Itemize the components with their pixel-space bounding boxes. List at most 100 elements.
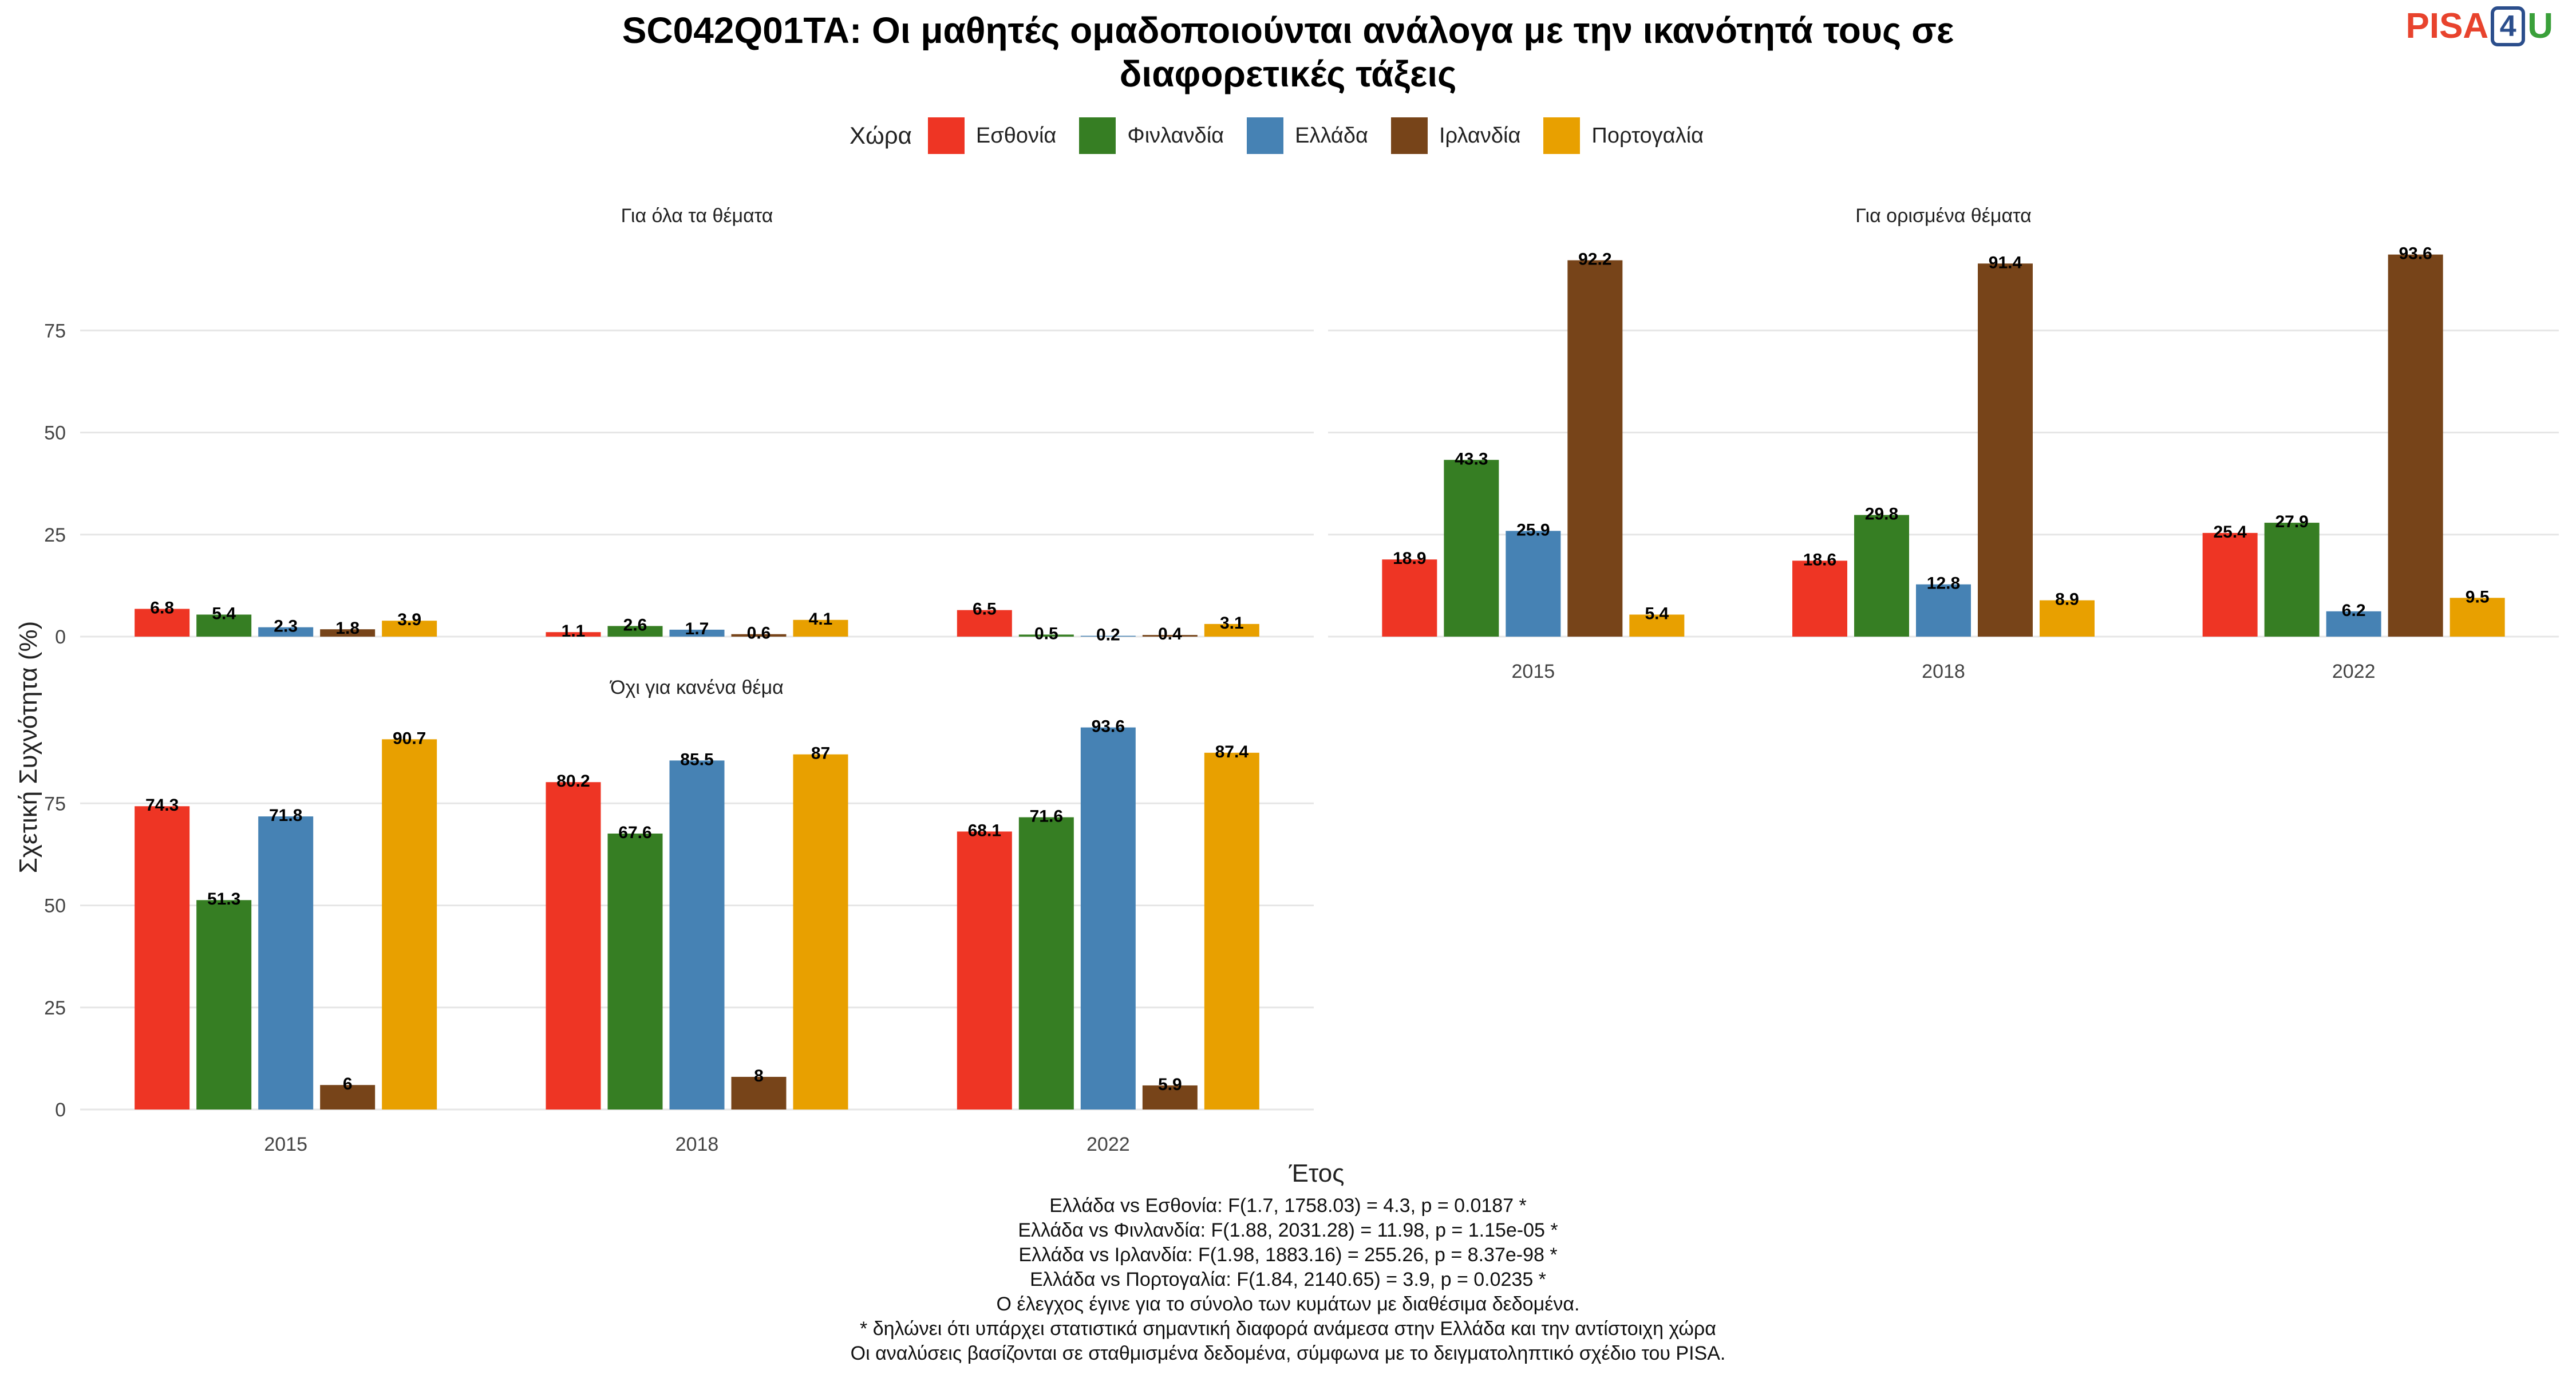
x-axis-title: Έτος	[1289, 1159, 1345, 1187]
legend-item: Ιρλανδία	[1391, 117, 1520, 154]
data-label: 43.3	[1455, 449, 1488, 468]
bar	[793, 619, 848, 637]
chart-title-line-1: SC042Q01TA: Οι μαθητές ομαδοποιούνται αν…	[622, 10, 1954, 51]
bar	[1142, 1085, 1198, 1110]
footnote-line: Ελλάδα vs Φινλανδία: F(1.88, 2031.28) = …	[1018, 1219, 1558, 1241]
data-label: 27.9	[2275, 512, 2308, 531]
bar	[1792, 560, 1847, 637]
data-label: 5.4	[1645, 604, 1669, 623]
y-axis-title: Σχετική Συχνότητα (%)	[14, 621, 42, 874]
bar	[1916, 584, 1971, 637]
data-label: 3.9	[397, 610, 421, 629]
data-label: 51.3	[207, 890, 240, 909]
footnote-line: Ελλάδα vs Ιρλανδία: F(1.98, 1883.16) = 2…	[1018, 1244, 1558, 1266]
data-label: 6	[343, 1075, 353, 1093]
legend-swatch	[1391, 117, 1428, 154]
y-tick-label: 0	[55, 626, 66, 648]
legend-item: Πορτογαλία	[1543, 117, 1704, 154]
footnote-line: Οι αναλύσεις βασίζονται σε σταθμισμένα δ…	[850, 1343, 1726, 1364]
legend-label: Ιρλανδία	[1439, 123, 1521, 148]
legend-title: Χώρα	[849, 122, 912, 149]
data-label: 8	[754, 1067, 764, 1085]
data-label: 92.2	[1578, 250, 1611, 269]
data-label: 2.3	[274, 617, 298, 636]
data-label: 0.2	[1096, 626, 1120, 645]
footnote-line: Ο έλεγχος έγινε για το σύνολο των κυμάτω…	[996, 1293, 1580, 1315]
bar	[1629, 614, 1685, 637]
y-tick-label: 50	[44, 895, 66, 917]
legend-item: Εσθονία	[927, 117, 1056, 154]
bar	[669, 760, 725, 1110]
x-tick-label: 2018	[675, 1134, 719, 1155]
data-label: 3.1	[1220, 614, 1244, 633]
legend-swatch	[927, 117, 965, 154]
data-label: 67.6	[618, 823, 651, 842]
bar	[2040, 600, 2095, 637]
legend-swatch	[1079, 117, 1116, 154]
bar	[607, 626, 663, 637]
y-tick-label: 25	[44, 997, 66, 1019]
data-label: 74.3	[145, 796, 179, 815]
bar	[382, 739, 437, 1110]
bar	[731, 1076, 787, 1110]
bar	[196, 900, 252, 1110]
data-label: 2.6	[623, 615, 647, 634]
data-label: 18.9	[1393, 549, 1426, 568]
legend-item: Ελλάδα	[1247, 117, 1368, 154]
bar	[731, 634, 787, 637]
bar	[1142, 635, 1198, 637]
bar	[1018, 634, 1074, 637]
bar	[546, 632, 601, 637]
bar	[607, 834, 663, 1110]
data-label: 29.8	[1865, 505, 1898, 524]
data-label: 4.1	[809, 610, 833, 629]
data-label: 1.1	[562, 622, 586, 641]
data-label: 80.2	[556, 772, 590, 791]
data-label: 87	[811, 744, 830, 763]
panel-title: Για ορισμένα θέματα	[1855, 205, 2031, 227]
bar	[1080, 635, 1136, 637]
bar	[135, 806, 190, 1110]
bar	[258, 627, 314, 637]
data-label: 18.6	[1803, 550, 1836, 569]
data-label: 71.8	[269, 806, 302, 825]
legend-label: Πορτογαλία	[1591, 123, 1704, 148]
logo-text-pisa: PISA	[2405, 6, 2489, 46]
bar	[1080, 727, 1136, 1110]
bar	[1567, 260, 1623, 637]
bar	[957, 831, 1012, 1110]
data-label: 5.4	[212, 604, 236, 623]
data-label: 0.6	[747, 624, 771, 643]
legend-item: Φινλανδία	[1079, 117, 1224, 154]
bar	[2326, 611, 2381, 637]
bar	[669, 629, 725, 637]
bar	[1444, 460, 1499, 637]
data-label: 0.4	[1158, 625, 1182, 643]
data-label: 6.2	[2342, 601, 2366, 620]
panel-title: Για όλα τα θέματα	[621, 205, 773, 227]
bar	[1382, 559, 1437, 637]
data-label: 25.4	[2213, 523, 2247, 542]
data-label: 0.5	[1034, 624, 1058, 643]
data-label: 5.9	[1158, 1075, 1182, 1094]
data-label: 25.9	[1516, 520, 1550, 539]
legend-label: Ελλάδα	[1295, 123, 1368, 148]
data-label: 85.5	[680, 750, 713, 769]
y-tick-label: 0	[55, 1099, 66, 1121]
panel-title: Όχι για κανένα θέμα	[609, 677, 784, 698]
bar	[1018, 817, 1074, 1110]
y-tick-label: 25	[44, 524, 66, 546]
bar	[135, 609, 190, 637]
y-tick-label: 75	[44, 320, 66, 342]
bar	[320, 629, 376, 637]
x-tick-label: 2022	[1086, 1134, 1130, 1155]
bar	[1204, 752, 1259, 1110]
bar	[2264, 523, 2320, 637]
data-label: 90.7	[393, 729, 426, 748]
footnote-line: * δηλώνει ότι υπάρχει στατιστικά σημαντι…	[860, 1318, 1716, 1340]
data-label: 1.7	[685, 619, 709, 638]
chart-footnotes: Ελλάδα vs Εσθονία: F(1.7, 1758.03) = 4.3…	[0, 1194, 2576, 1366]
bar	[196, 614, 252, 637]
logo-text-u: U	[2527, 6, 2553, 46]
data-label: 68.1	[968, 821, 1001, 840]
